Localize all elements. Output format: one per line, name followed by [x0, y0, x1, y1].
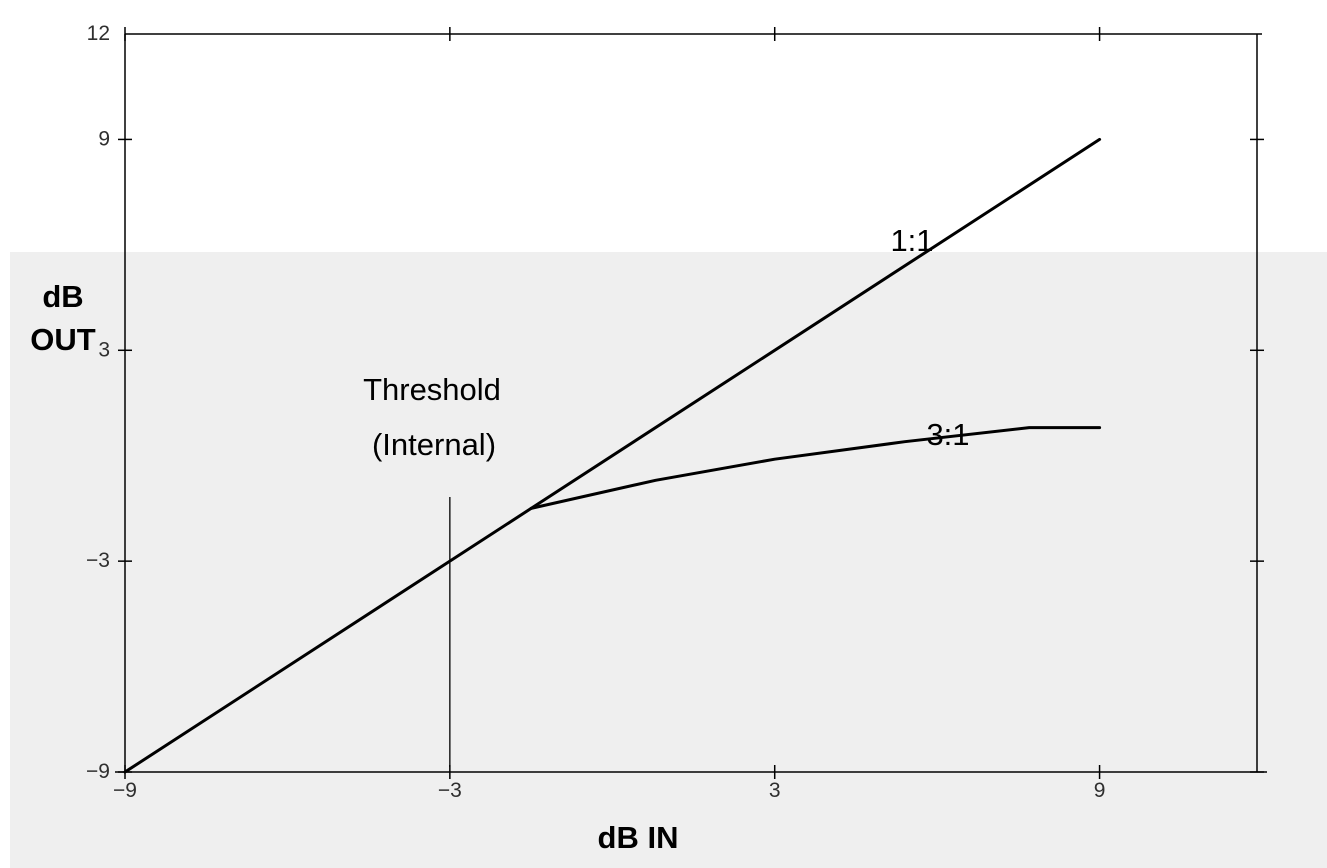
x-tick-label: 9: [1094, 779, 1106, 802]
y-tick-label: 12: [87, 22, 110, 45]
axis-tick-labels: −9 −3 3 9 −9 −3 3 9 12: [86, 22, 1105, 802]
y-tick-label: 9: [98, 127, 110, 150]
x-tick-label: −3: [438, 779, 462, 802]
plot-frame: [115, 33, 1267, 773]
threshold-label-line-2: (Internal): [372, 427, 496, 462]
x-tick-label: −9: [113, 779, 137, 802]
series-line-3-to-1: [529, 426, 1102, 510]
series-layer: [123, 137, 1102, 774]
x-tick-label: 3: [769, 779, 781, 802]
y-tick-label: −9: [86, 760, 110, 783]
series-label-1-1: 1:1: [890, 223, 933, 258]
series-line-1-to-1: [123, 137, 1102, 774]
y-tick-label: −3: [86, 549, 110, 572]
background-band: [10, 252, 1327, 868]
threshold-label-line-1: Threshold: [363, 372, 501, 407]
series-label-3-1: 3:1: [926, 417, 969, 452]
y-tick-label: 3: [98, 338, 110, 361]
x-axis-title: dB IN: [598, 820, 679, 855]
y-axis-title-line-2: OUT: [30, 322, 96, 357]
y-axis-title-line-1: dB: [42, 279, 83, 314]
